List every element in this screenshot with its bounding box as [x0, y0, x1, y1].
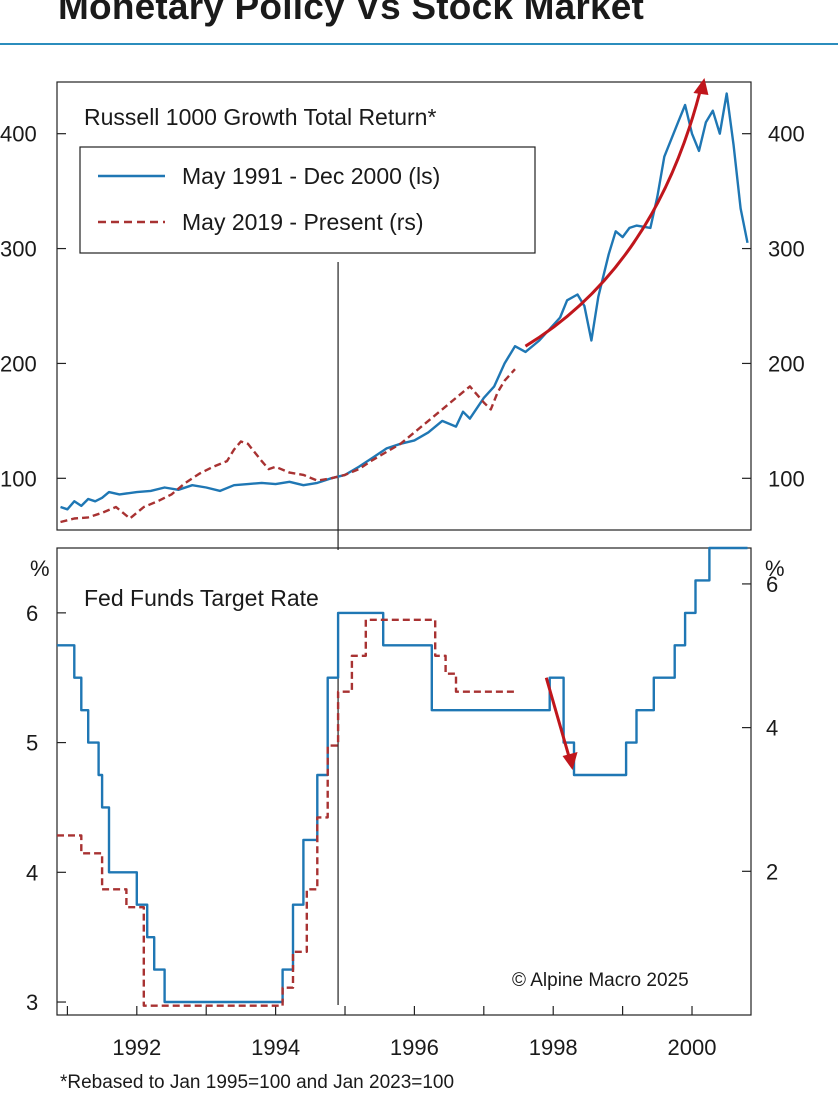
footnote: *Rebased to Jan 1995=100 and Jan 2023=10… — [60, 1072, 454, 1093]
annotation-layer — [524, 78, 709, 771]
legend-label-2019: May 2019 - Present (rs) — [182, 209, 424, 235]
series-line-1991 — [60, 92, 749, 511]
top-left-tick-label: 400 — [0, 122, 37, 147]
bottom-left-tick-label: 4 — [26, 860, 38, 885]
top-left-tick-label: 100 — [0, 466, 37, 491]
top-right-tick-label: 400 — [768, 122, 805, 147]
top-right-tick-label: 200 — [768, 351, 805, 376]
fed-rate-line-1991 — [57, 546, 748, 1004]
x-tick-label: 1998 — [529, 1035, 578, 1060]
cut-arrow-head — [562, 752, 578, 771]
top-left-tick-label: 200 — [0, 351, 37, 376]
fed-rate-line-2019 — [57, 618, 515, 1007]
axes-layer: 100 100 200 200 300 300 400 400 3 4 5 6 2 4 6 1992 1994 1… — [0, 122, 805, 1060]
trend-arrow-shaft — [524, 81, 704, 348]
top-right-tick-label: 100 — [768, 466, 805, 491]
right-unit-label: % — [765, 556, 785, 581]
top-right-tick-label: 300 — [768, 237, 805, 262]
x-tick-label: 1996 — [390, 1035, 439, 1060]
legend: May 1991 - Dec 2000 (ls) May 2019 - Pres… — [79, 146, 536, 254]
left-unit-label: % — [30, 556, 50, 581]
x-tick-label: 1994 — [251, 1035, 300, 1060]
chart-main-title: Monetary Policy Vs Stock Market — [58, 0, 645, 27]
series-line-2019 — [60, 368, 516, 524]
bottom-left-tick-label: 6 — [26, 601, 38, 626]
bottom-left-tick-label: 5 — [26, 731, 38, 756]
top-left-tick-label: 300 — [0, 237, 37, 262]
trend-arrow-head — [693, 78, 709, 95]
legend-label-1991: May 1991 - Dec 2000 (ls) — [182, 163, 440, 189]
bottom-panel-frame — [56, 547, 752, 1016]
series-layer — [57, 92, 749, 1007]
bottom-right-tick-label: 2 — [766, 859, 778, 884]
bottom-right-tick-label: 6 — [766, 572, 778, 597]
cut-arrow-shaft — [544, 677, 573, 763]
top-panel-frame — [56, 81, 752, 531]
x-tick-label: 2000 — [668, 1035, 717, 1060]
bottom-right-tick-label: 4 — [766, 716, 778, 741]
bottom-panel-title: Fed Funds Target Rate — [84, 585, 319, 611]
copyright-label: © Alpine Macro 2025 — [512, 970, 689, 991]
x-tick-label: 1992 — [112, 1035, 161, 1060]
top-panel-title: Russell 1000 Growth Total Return* — [84, 104, 436, 130]
bottom-left-tick-label: 3 — [26, 990, 38, 1015]
header-rule — [0, 43, 838, 45]
legend-box — [79, 146, 536, 254]
